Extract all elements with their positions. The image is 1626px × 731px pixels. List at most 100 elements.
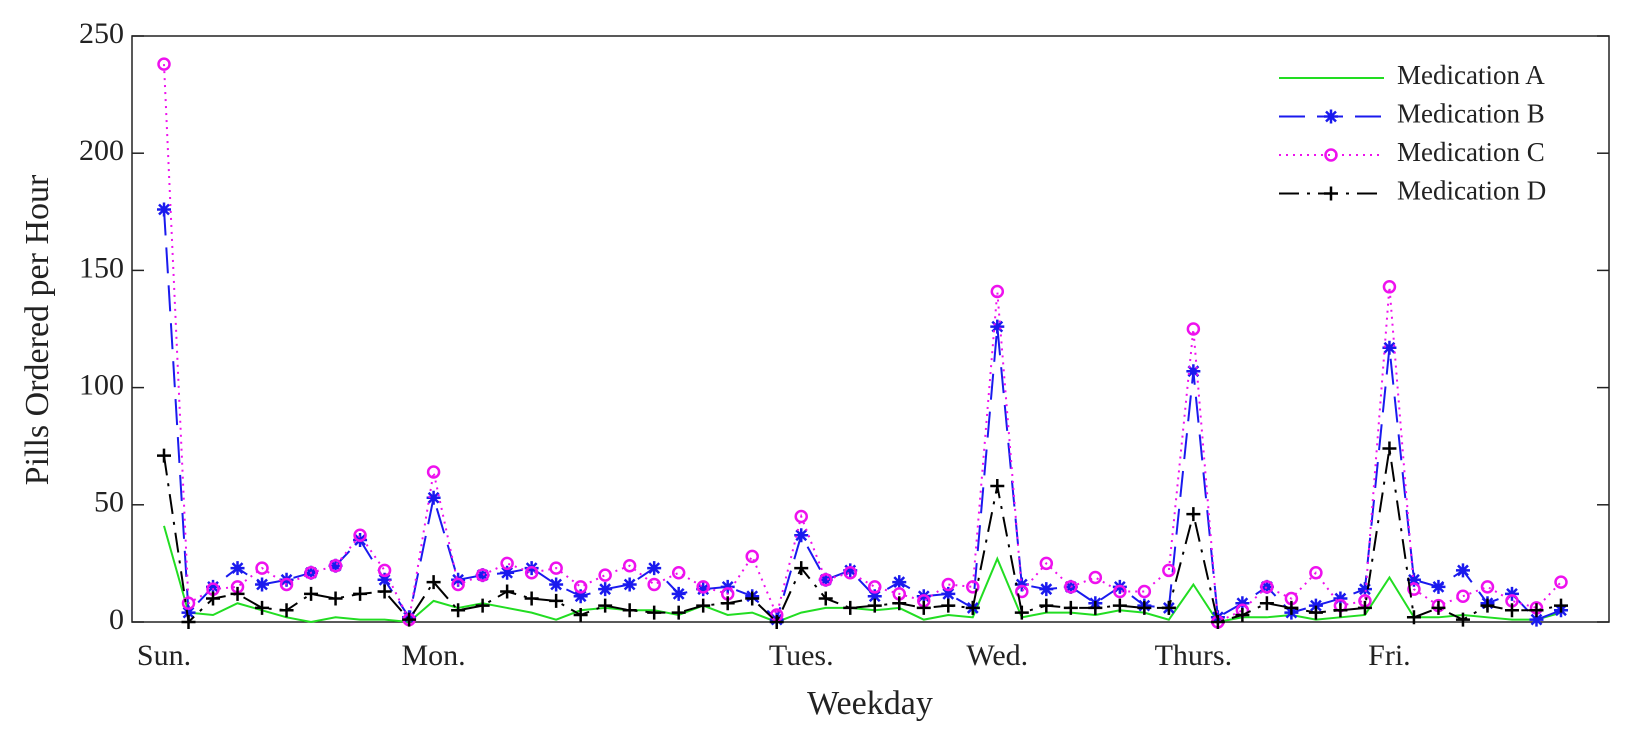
x-tick-label: Thurs. <box>1155 639 1233 672</box>
marker <box>549 577 564 592</box>
marker <box>500 584 515 599</box>
marker <box>671 566 686 580</box>
marker <box>377 572 392 587</box>
marker <box>990 319 1005 334</box>
legend-label: Medication B <box>1397 99 1545 129</box>
marker <box>892 596 907 611</box>
x-tick-label: Fri. <box>1368 639 1411 672</box>
marker <box>941 586 956 601</box>
marker <box>1382 441 1397 456</box>
marker <box>1529 603 1544 618</box>
marker <box>1210 615 1225 629</box>
marker <box>157 448 171 463</box>
marker <box>500 556 514 571</box>
marker <box>181 615 196 629</box>
marker <box>1324 109 1338 124</box>
marker <box>524 591 539 606</box>
marker <box>868 580 882 594</box>
x-tick-label: Mon. <box>402 639 466 672</box>
marker <box>941 577 956 592</box>
marker <box>1039 556 1054 571</box>
y-tick-label: 150 <box>79 251 124 284</box>
y-tick-label: 100 <box>79 368 124 401</box>
marker <box>1112 598 1127 613</box>
marker <box>696 580 710 594</box>
marker <box>965 600 980 615</box>
marker <box>1333 591 1348 606</box>
marker <box>794 509 808 524</box>
marker <box>794 561 809 576</box>
marker <box>1113 584 1127 599</box>
marker <box>843 566 857 580</box>
marker <box>1382 280 1397 294</box>
marker <box>1260 580 1274 594</box>
marker <box>745 549 759 564</box>
x-axis-label: Weekday <box>807 685 933 722</box>
marker <box>647 561 662 576</box>
marker <box>867 589 882 604</box>
marker <box>328 591 343 606</box>
marker <box>475 568 490 582</box>
series-line <box>163 209 1562 622</box>
marker <box>255 577 270 592</box>
marker <box>1259 596 1274 611</box>
marker <box>1504 586 1519 601</box>
marker <box>1529 612 1544 627</box>
marker <box>1039 582 1054 597</box>
marker <box>1137 584 1152 599</box>
marker <box>671 586 686 601</box>
marker <box>1162 563 1176 578</box>
marker <box>426 465 441 479</box>
marker <box>622 577 637 592</box>
marker <box>647 605 662 620</box>
marker <box>353 586 368 601</box>
marker <box>1161 600 1176 615</box>
marker <box>230 561 245 576</box>
y-tick-label: 250 <box>79 17 124 50</box>
marker <box>549 593 564 608</box>
marker <box>279 577 294 592</box>
marker <box>328 558 343 573</box>
marker <box>426 490 441 505</box>
plot-frame <box>131 35 1610 623</box>
marker <box>524 566 539 580</box>
marker <box>1137 600 1152 615</box>
marker <box>1455 612 1470 627</box>
marker <box>1324 148 1338 162</box>
marker <box>1235 607 1250 622</box>
marker <box>794 528 809 543</box>
marker <box>1504 603 1519 618</box>
marker <box>1014 577 1029 592</box>
marker <box>622 603 637 618</box>
marker <box>573 589 588 604</box>
marker <box>475 598 490 613</box>
marker <box>1431 579 1446 594</box>
marker <box>966 580 980 594</box>
marker <box>1431 600 1446 615</box>
marker <box>157 202 171 217</box>
marker <box>304 586 319 601</box>
y-tick-label: 50 <box>94 486 124 519</box>
marker <box>1308 605 1323 620</box>
marker <box>1259 579 1274 594</box>
marker <box>745 591 760 606</box>
marker <box>230 586 245 601</box>
marker <box>1357 582 1372 597</box>
x-tick-label: Sun. <box>137 639 191 672</box>
marker <box>1308 598 1323 613</box>
marker <box>353 528 367 543</box>
marker <box>720 596 735 611</box>
marker <box>402 612 417 627</box>
marker <box>1063 600 1078 615</box>
marker <box>1186 322 1201 336</box>
marker <box>500 565 515 580</box>
marker <box>720 579 735 594</box>
marker <box>696 582 711 597</box>
marker <box>867 598 882 613</box>
legend-label: Medication C <box>1397 137 1545 167</box>
marker <box>157 57 171 71</box>
marker <box>818 572 833 587</box>
marker <box>818 591 833 606</box>
marker <box>1309 566 1323 580</box>
